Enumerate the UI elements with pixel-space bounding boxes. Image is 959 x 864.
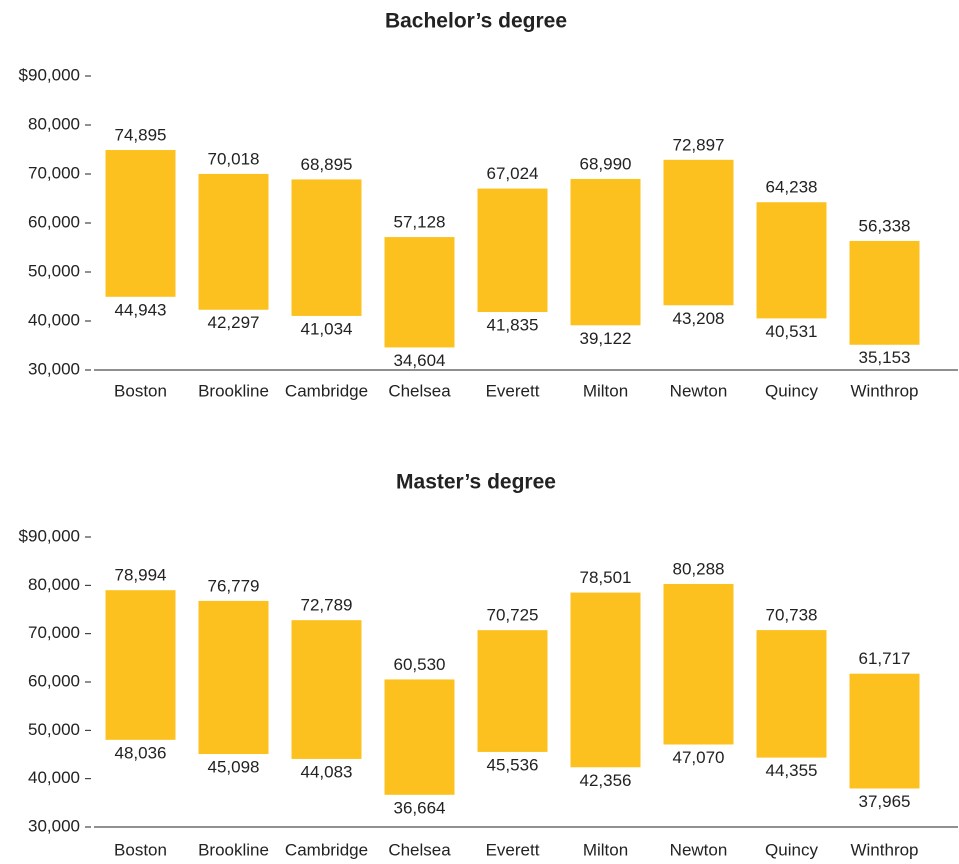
low-label: 41,034 (301, 319, 353, 338)
x-tick-label: Brookline (198, 840, 269, 859)
x-tick-label: Everett (486, 840, 540, 859)
low-label: 44,355 (766, 761, 818, 780)
y-tick-label: 60,000 (28, 212, 80, 231)
high-label: 68,895 (301, 155, 353, 174)
x-tick-label: Newton (670, 840, 728, 859)
x-tick-label: Winthrop (850, 840, 918, 859)
y-tick-label: $90,000 (19, 65, 80, 84)
bar (198, 173, 269, 310)
x-tick-label: Boston (114, 381, 167, 400)
low-label: 34,604 (394, 351, 446, 370)
chart-title: Bachelor’s degree (385, 10, 567, 33)
high-label: 72,789 (301, 596, 353, 615)
bar (477, 188, 548, 313)
x-tick-label: Quincy (765, 840, 818, 859)
low-label: 44,943 (115, 300, 167, 319)
x-tick-label: Milton (583, 840, 628, 859)
low-label: 41,835 (487, 315, 539, 334)
high-label: 57,128 (394, 213, 446, 232)
y-tick-label: 60,000 (28, 671, 80, 690)
low-label: 43,208 (673, 309, 725, 328)
x-tick-label: Brookline (198, 381, 269, 400)
x-tick-label: Newton (670, 381, 728, 400)
low-label: 42,297 (208, 313, 260, 332)
low-label: 36,664 (394, 798, 446, 817)
bar (849, 240, 920, 345)
bar (198, 600, 269, 755)
high-label: 78,501 (580, 568, 632, 587)
bar (663, 583, 734, 745)
bar (384, 237, 455, 348)
high-label: 76,779 (208, 576, 260, 595)
low-label: 40,531 (766, 322, 818, 341)
bar (849, 673, 920, 789)
high-label: 70,738 (766, 606, 818, 625)
bar (384, 679, 455, 795)
y-tick-label: 30,000 (28, 816, 80, 835)
bar (756, 630, 827, 758)
bar (570, 178, 641, 326)
x-tick-label: Quincy (765, 381, 818, 400)
x-tick-label: Cambridge (285, 381, 368, 400)
y-tick-label: 50,000 (28, 261, 80, 280)
high-label: 72,897 (673, 135, 725, 154)
bar (291, 620, 362, 759)
bar (570, 592, 641, 768)
bar (105, 590, 176, 740)
low-label: 42,356 (580, 771, 632, 790)
high-label: 80,288 (673, 559, 725, 578)
x-tick-label: Cambridge (285, 840, 368, 859)
high-label: 68,990 (580, 154, 632, 173)
low-label: 47,070 (673, 748, 725, 767)
x-tick-label: Everett (486, 381, 540, 400)
y-tick-label: 40,000 (28, 768, 80, 787)
y-tick-label: 80,000 (28, 575, 80, 594)
bar (291, 179, 362, 316)
high-label: 78,994 (115, 566, 167, 585)
y-tick-label: 80,000 (28, 114, 80, 133)
bar (663, 159, 734, 306)
y-tick-label: $90,000 (19, 526, 80, 545)
high-label: 56,338 (859, 216, 911, 235)
low-label: 45,536 (487, 755, 539, 774)
high-label: 64,238 (766, 178, 818, 197)
chart-title: Master’s degree (396, 471, 556, 494)
x-tick-label: Winthrop (850, 381, 918, 400)
bar (105, 150, 176, 297)
y-tick-label: 40,000 (28, 310, 80, 329)
low-label: 37,965 (859, 792, 911, 811)
high-label: 74,895 (115, 125, 167, 144)
bar (756, 202, 827, 319)
low-label: 45,098 (208, 758, 260, 777)
high-label: 67,024 (487, 164, 539, 183)
x-tick-label: Boston (114, 840, 167, 859)
high-label: 60,530 (394, 655, 446, 674)
low-label: 39,122 (580, 329, 632, 348)
x-tick-label: Chelsea (388, 381, 451, 400)
y-tick-label: 70,000 (28, 163, 80, 182)
high-label: 70,725 (487, 606, 539, 625)
low-label: 48,036 (115, 743, 167, 762)
low-label: 44,083 (301, 762, 353, 781)
bar (477, 630, 548, 752)
high-label: 70,018 (208, 149, 260, 168)
x-tick-label: Chelsea (388, 840, 451, 859)
y-tick-label: 30,000 (28, 359, 80, 378)
low-label: 35,153 (859, 348, 911, 367)
y-tick-label: 50,000 (28, 720, 80, 739)
high-label: 61,717 (859, 649, 911, 668)
x-tick-label: Milton (583, 381, 628, 400)
y-tick-label: 70,000 (28, 623, 80, 642)
